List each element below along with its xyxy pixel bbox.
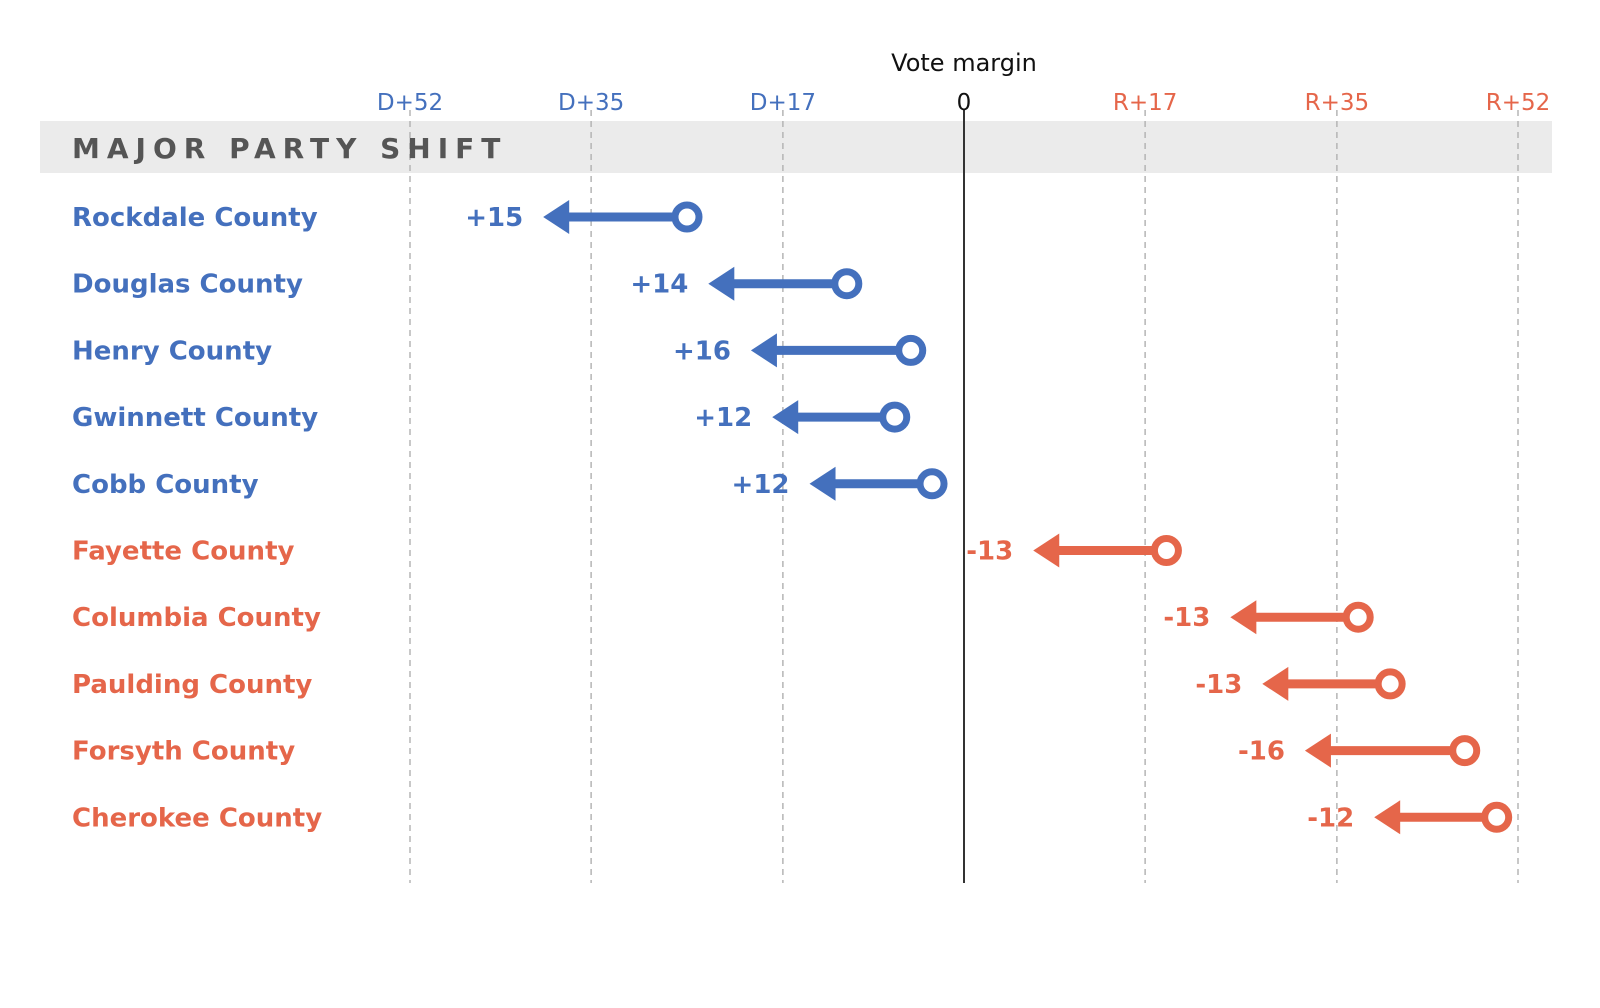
county-row: Henry County +16: [72, 333, 927, 368]
county-row: Cobb County +12: [72, 466, 948, 501]
shift-arrow-head: [809, 466, 836, 501]
gridlines: [409, 110, 1519, 883]
county-label: Douglas County: [72, 270, 303, 300]
county-label: Henry County: [72, 336, 272, 366]
shift-value-label: +15: [465, 203, 523, 233]
county-label: Columbia County: [72, 603, 321, 633]
shift-value-label: -12: [1307, 803, 1354, 833]
start-point: [1342, 601, 1374, 633]
start-point: [879, 401, 911, 433]
county-rows: Rockdale County +15 Douglas County +14 Henry…: [72, 200, 1513, 835]
tick-label-1: D+35: [558, 90, 624, 116]
tick-label-2: D+17: [750, 90, 816, 116]
county-row: Douglas County +14: [72, 266, 863, 301]
shift-value-label: +12: [732, 470, 790, 500]
county-label: Paulding County: [72, 670, 312, 700]
shift-value-label: -16: [1238, 737, 1285, 767]
tick-label-6: R+52: [1486, 90, 1551, 116]
county-row: Forsyth County -16: [72, 733, 1481, 768]
section-label: MAJOR PARTY SHIFT: [72, 132, 507, 165]
county-row: Fayette County -13: [72, 533, 1182, 568]
tick-label-5: R+35: [1305, 90, 1370, 116]
shift-arrow-head: [772, 400, 799, 435]
county-row: Columbia County -13: [72, 600, 1374, 635]
shift-value-label: +12: [694, 403, 752, 433]
start-point: [1150, 535, 1182, 566]
shift-value-label: -13: [1163, 603, 1210, 633]
shift-arrow-head: [543, 200, 570, 234]
start-point: [1481, 801, 1513, 833]
axis-title: Vote margin: [891, 49, 1037, 77]
county-label: Cobb County: [72, 470, 259, 500]
county-row: Gwinnett County +12: [72, 400, 911, 435]
shift-value-label: +16: [673, 336, 731, 366]
section-band: [40, 121, 1552, 173]
county-row: Cherokee County -12: [72, 800, 1513, 835]
shift-arrow-head: [1262, 666, 1289, 701]
shift-value-label: +14: [630, 270, 688, 300]
shift-arrow-head: [750, 333, 777, 368]
county-row: Paulding County -13: [72, 666, 1406, 701]
x-axis-ticks: D+52 D+35 D+17 0 R+17 R+35 R+52: [377, 90, 1550, 116]
shift-value-label: -13: [966, 537, 1013, 567]
county-label: Forsyth County: [72, 737, 295, 767]
start-point: [1449, 735, 1481, 767]
shift-value-label: -13: [1195, 670, 1242, 700]
shift-arrow-head: [1230, 600, 1257, 635]
county-label: Cherokee County: [72, 803, 322, 833]
shift-arrow-head: [708, 266, 735, 301]
county-row: Rockdale County +15: [72, 200, 703, 234]
shift-arrow-head: [1304, 733, 1331, 768]
start-point: [671, 201, 703, 233]
county-label: Rockdale County: [72, 203, 318, 233]
county-label: Fayette County: [72, 537, 294, 567]
start-point: [916, 468, 948, 500]
tick-label-4: R+17: [1113, 90, 1178, 116]
county-label: Gwinnett County: [72, 403, 318, 433]
shift-arrow-head: [1374, 800, 1401, 835]
start-point: [895, 334, 927, 366]
start-point: [831, 268, 863, 300]
shift-arrow-head: [1033, 533, 1060, 568]
tick-label-0: D+52: [377, 90, 443, 116]
start-point: [1374, 668, 1406, 700]
tick-label-3: 0: [957, 90, 972, 116]
